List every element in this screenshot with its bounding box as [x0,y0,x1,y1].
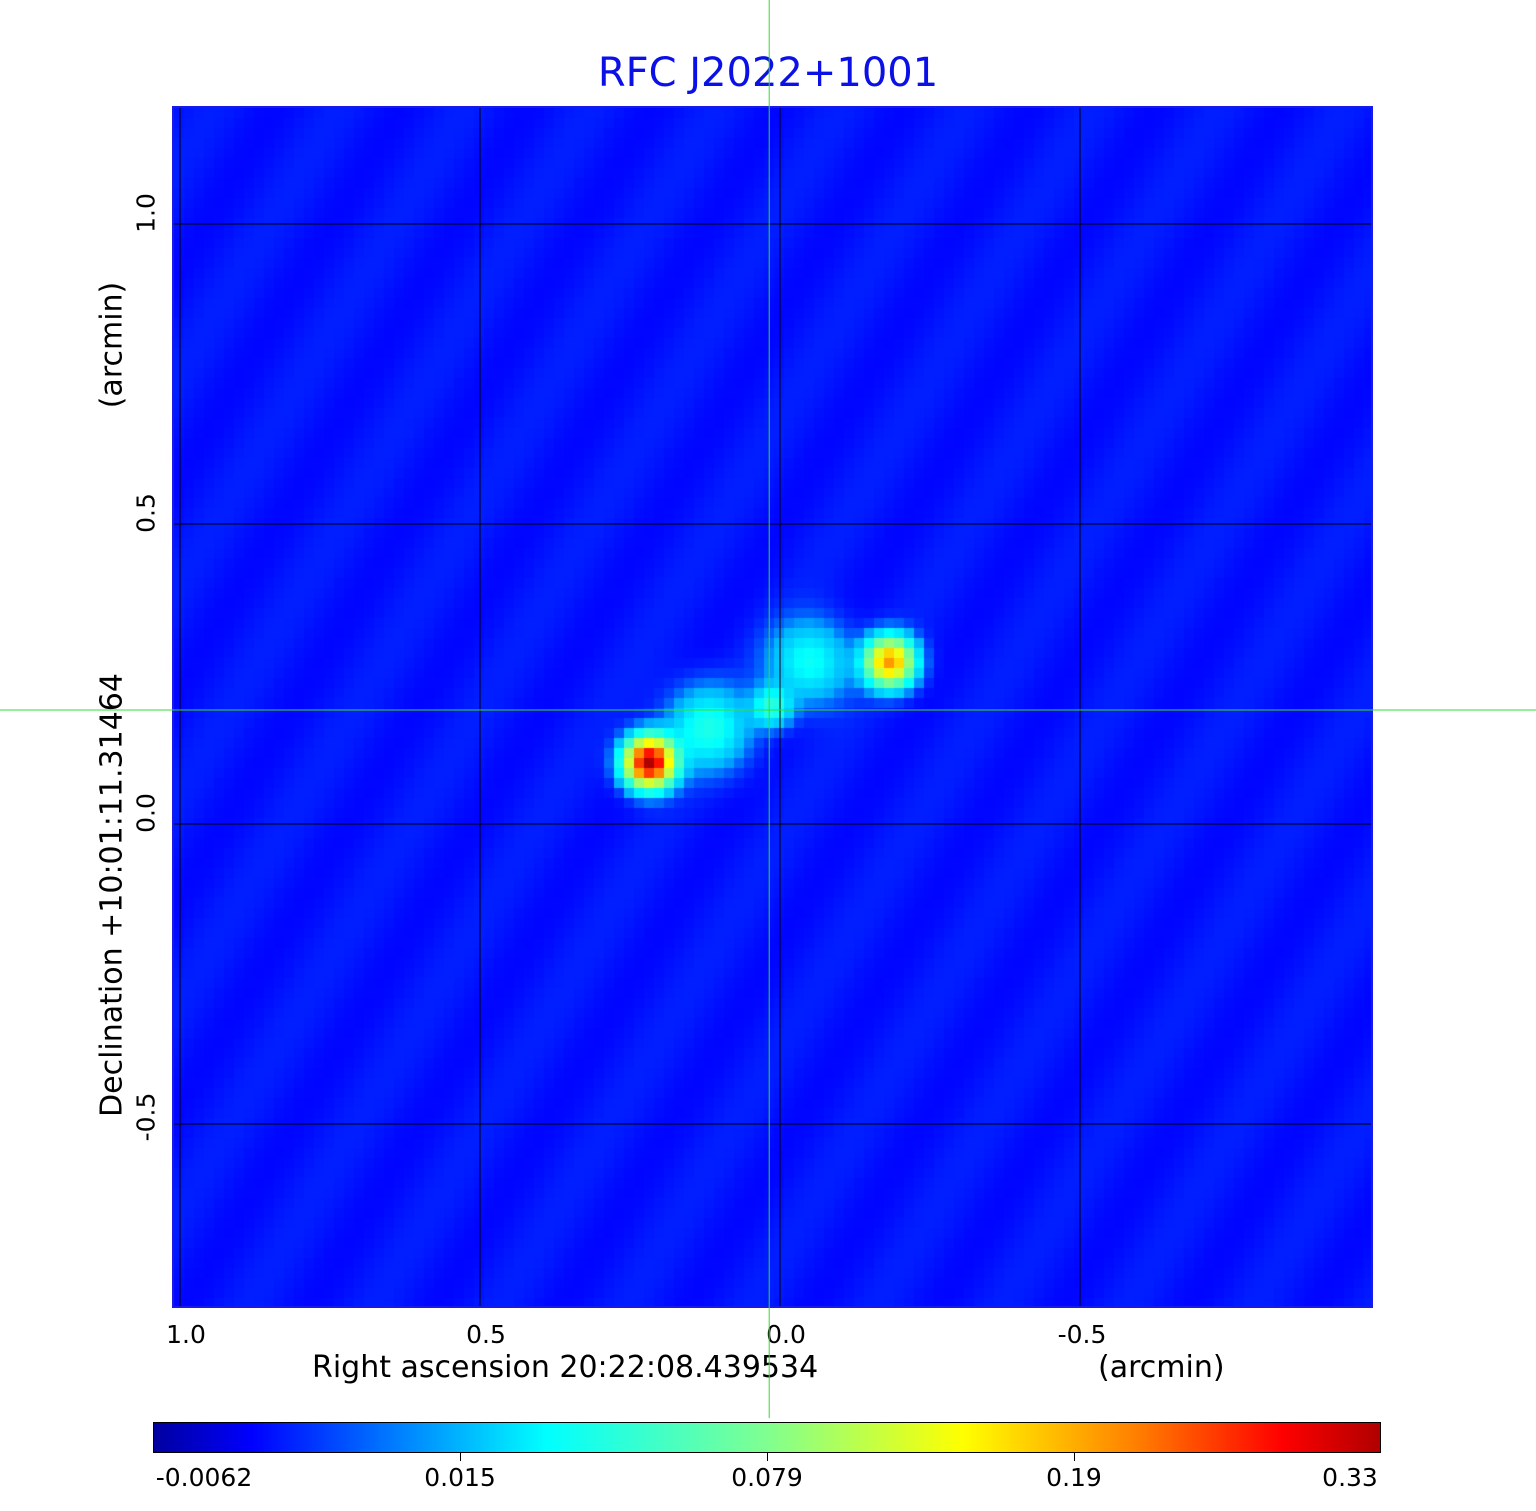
x-tick-label: 0.0 [766,1320,806,1349]
chart-title: RFC J2022+1001 [597,50,939,96]
colorbar-tick-label: 0.015 [424,1463,496,1492]
y-tick-label: -0.5 [131,1092,161,1142]
image-plot-area[interactable] [172,106,1373,1308]
colorbar [153,1422,1381,1453]
colorbar-tick-label: -0.0062 [155,1463,253,1492]
x-tick-label: 0.5 [466,1320,506,1349]
x-axis-unit: (arcmin) [1098,1350,1225,1385]
intensity-heatmap [174,108,1371,1306]
y-tick-label: 0.0 [131,793,161,833]
y-axis-label: Declination +10:01:11.31464 [94,673,130,1117]
x-tick-label: 1.0 [166,1320,206,1349]
colorbar-tick [460,1453,461,1461]
colorbar-tick-label: 0.19 [1046,1463,1102,1492]
colorbar-tick [1074,1453,1075,1461]
y-tick-label: 1.0 [131,193,161,233]
colorbar-tick-label: 0.33 [1322,1463,1378,1492]
grid-overlay [174,108,1371,1306]
y-axis-unit: (arcmin) [94,281,130,409]
y-tick-label: 0.5 [131,493,161,533]
x-axis-label: Right ascension 20:22:08.439534 [312,1350,819,1385]
colorbar-tick [767,1453,768,1461]
x-tick-label: -0.5 [1057,1320,1107,1349]
colorbar-tick-label: 0.079 [731,1463,803,1492]
